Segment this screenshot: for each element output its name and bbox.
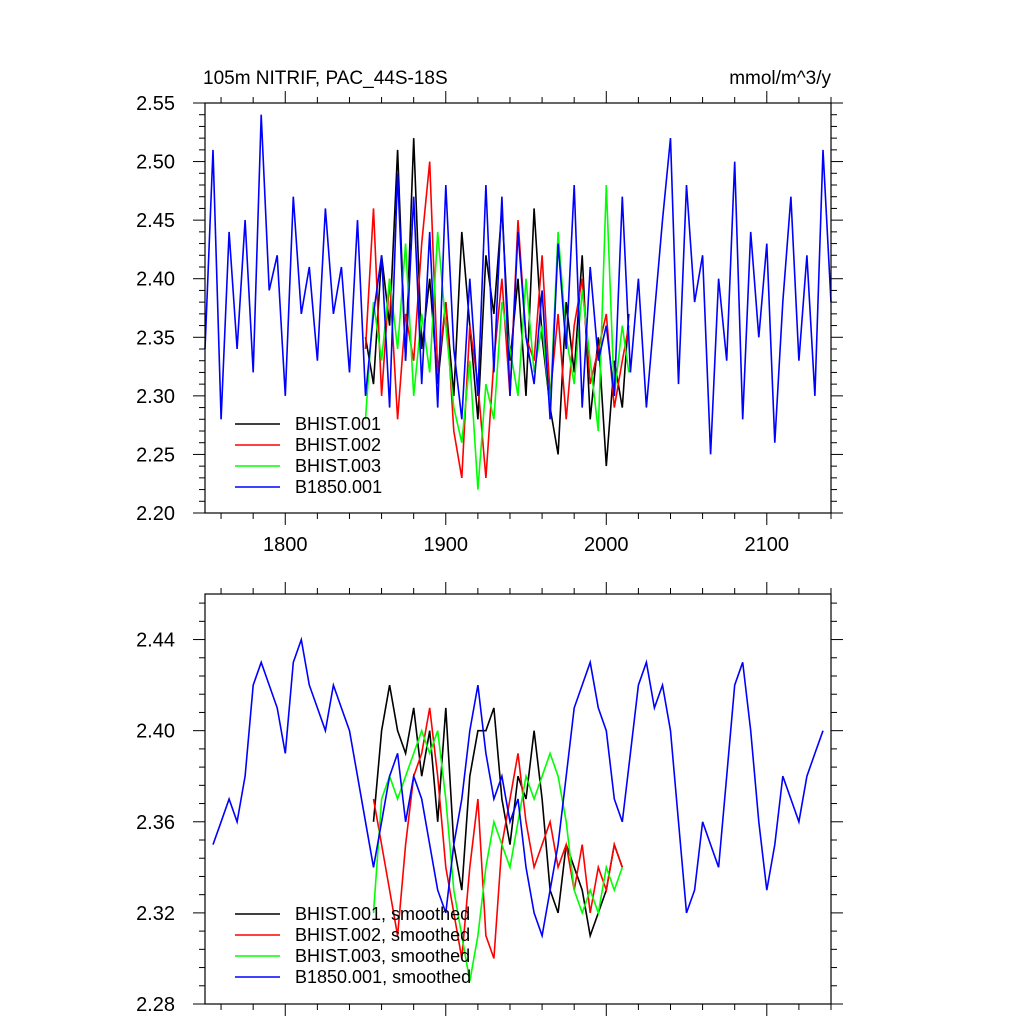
- y-tick-label: 2.44: [136, 630, 175, 652]
- y-tick-label: 2.25: [136, 444, 175, 466]
- y-tick-label: 2.40: [136, 721, 175, 743]
- y-tick-label: 2.50: [136, 152, 175, 174]
- plot-frame: [204, 102, 832, 514]
- x-tick-label: 2100: [745, 534, 790, 556]
- series-line-smoothed-2: [372, 707, 624, 959]
- x-tick-label: 1900: [424, 534, 469, 556]
- y-tick-label: 2.32: [136, 903, 175, 925]
- x-tick-label: 1800: [263, 534, 308, 556]
- chart-title: 105m NITRIF, PAC_44S-18S: [203, 68, 448, 89]
- y-tick-label: 2.45: [136, 210, 175, 232]
- series-line-smoothed-4: [212, 636, 824, 939]
- top-panel: 105m NITRIF, PAC_44S-18S mmol/m^3/y 1800…: [136, 68, 843, 556]
- y-tick-label: 2.30: [136, 386, 175, 408]
- y-tick-label: 2.36: [136, 812, 175, 834]
- x-tick-label: 2000: [584, 534, 629, 556]
- legend-label: BHIST.002: [295, 435, 381, 455]
- series-line-smoothed-3: [372, 728, 624, 982]
- series-line-smoothed-1: [372, 684, 624, 939]
- plot-frame: [204, 593, 832, 1005]
- legend-label: BHIST.003: [295, 456, 381, 476]
- series-line-raw-2: [364, 161, 630, 479]
- legend-label: BHIST.002, smoothed: [295, 925, 470, 945]
- y-tick-label: 2.55: [136, 93, 175, 115]
- y-tick-label: 2.40: [136, 269, 175, 291]
- y-tick-label: 2.35: [136, 327, 175, 349]
- series-line-raw-4: [204, 114, 832, 455]
- legend-label: BHIST.001: [295, 414, 381, 434]
- y-tick-label: 2.20: [136, 503, 175, 525]
- legend-label: BHIST.001, smoothed: [295, 904, 470, 924]
- legend-label: B1850.001, smoothed: [295, 967, 471, 987]
- legend-label: BHIST.003, smoothed: [295, 946, 470, 966]
- y-tick-label: 2.28: [136, 994, 175, 1016]
- units-label: mmol/m^3/y: [729, 68, 831, 89]
- legend-label: B1850.001: [295, 477, 382, 497]
